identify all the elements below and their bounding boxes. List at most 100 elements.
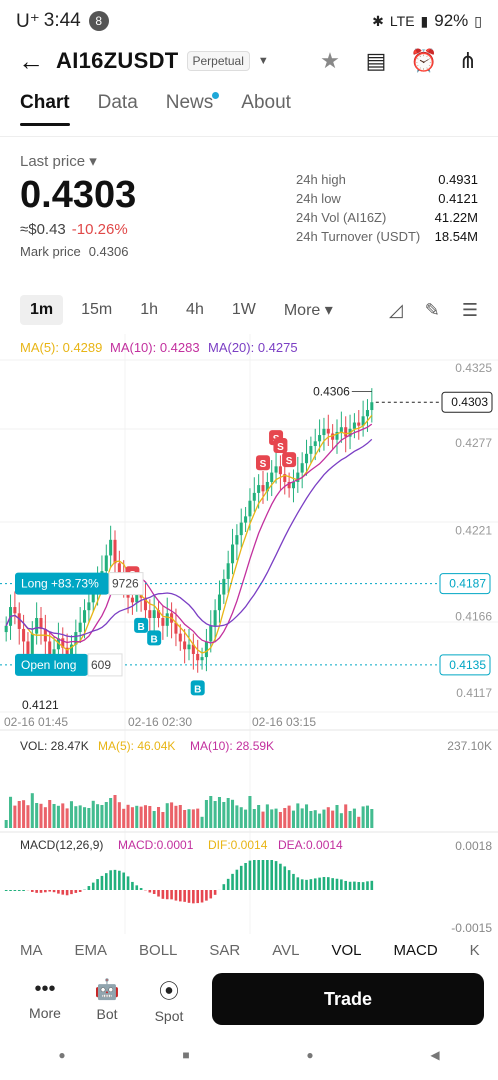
candle-body: [244, 516, 248, 523]
volume-bar: [296, 803, 300, 828]
last-price-tag: [441, 391, 493, 413]
vol-ma10-legend: MA(10): 28.59K: [190, 739, 274, 753]
nav-more[interactable]: ••• More: [14, 978, 76, 1021]
candle-body: [335, 431, 339, 440]
interval-4h[interactable]: 4h: [186, 301, 204, 318]
volume-bar: [300, 808, 304, 828]
macd-name: MACD(12,26,9): [20, 838, 103, 852]
last-price-line: 0.4306 0.4121 0.4303: [22, 385, 493, 712]
trade-button[interactable]: Trade: [212, 973, 484, 1025]
battery-level: 92%: [434, 11, 469, 30]
interval-1w[interactable]: 1W: [231, 301, 256, 318]
nav-spot[interactable]: ⦿ Spot: [138, 975, 200, 1024]
macd-bar: [340, 879, 343, 890]
volume-bar: [309, 811, 313, 828]
macd-bar: [78, 890, 82, 892]
macd-bar: [305, 879, 308, 890]
candle-body: [222, 578, 226, 595]
drawing-tool-icon[interactable]: ✎: [424, 299, 440, 320]
indicator-k[interactable]: K: [469, 942, 480, 959]
macd-bar: [113, 869, 117, 890]
macd-bar: [244, 863, 247, 890]
time-axis-label: 02-16 01:45: [4, 715, 68, 729]
volume-bar: [305, 804, 309, 828]
position-overlays[interactable]: Long +83.73% 9726 Open long 609: [0, 572, 440, 677]
share-icon[interactable]: ⋔: [458, 48, 478, 73]
indicator-sar[interactable]: SAR: [209, 942, 241, 959]
price-axis-label: 0.4117: [456, 686, 492, 700]
macd-bar: [100, 875, 104, 890]
indicator-macd[interactable]: MACD: [393, 942, 438, 959]
indicator-vol[interactable]: VOL: [331, 942, 362, 959]
network-label: LTE: [389, 13, 415, 29]
candle-body: [104, 555, 108, 572]
last-price-label[interactable]: Last price ▾: [20, 153, 97, 170]
indicator-avl[interactable]: AVL: [272, 942, 300, 959]
price-axis-label: 0.4325: [455, 361, 492, 375]
stat-row: 24h Vol (AI16Z) 41.22M: [296, 210, 478, 229]
tab-about[interactable]: About: [241, 92, 291, 113]
volume-bar: [204, 800, 208, 828]
nav-bot[interactable]: 🤖 Bot: [76, 977, 138, 1022]
chart-area[interactable]: MA(5): 0.4289 MA(10): 0.4283 MA(20): 0.4…: [0, 334, 498, 935]
candle-body: [74, 632, 78, 645]
interval-15m[interactable]: 15m: [81, 301, 113, 318]
candle-body: [291, 481, 295, 489]
home-icon[interactable]: ●: [306, 1048, 314, 1062]
tab-data[interactable]: Data: [97, 92, 138, 113]
price-axis-label: 0.4277: [455, 436, 492, 450]
volume-bar: [178, 805, 182, 828]
candle-body: [352, 422, 356, 429]
candle-body: [361, 416, 365, 426]
macd-bar: [183, 890, 186, 902]
back-arrow-icon[interactable]: ←: [18, 45, 44, 76]
signal-label: B: [151, 634, 158, 645]
volume-bar: [22, 800, 26, 828]
stat-row: 24h low 0.4121: [296, 191, 478, 210]
volume-bar: [339, 813, 343, 828]
price-usd: ≈$0.43: [20, 221, 66, 238]
symbol-title[interactable]: AI16ZUSDT: [56, 48, 179, 73]
time-axis: 02-16 01:45 02-16 02:30 02-16 03:15: [4, 715, 316, 729]
back-nav-icon[interactable]: ◀: [430, 1048, 440, 1062]
favorite-star-icon[interactable]: ★: [320, 48, 340, 73]
signal-label: S: [260, 459, 267, 470]
divider: [0, 136, 498, 137]
ma5-legend: MA(5): 0.4289: [20, 340, 102, 355]
macd-bar: [87, 886, 91, 890]
candle-body: [283, 474, 287, 482]
volume-bar: [318, 813, 322, 828]
macd-bar: [357, 882, 361, 890]
price-alert-icon[interactable]: ⏰: [410, 48, 438, 73]
volume-bar: [344, 804, 348, 828]
open-long-label: Open long: [21, 658, 76, 672]
nav-dot-icon[interactable]: ●: [58, 1048, 66, 1062]
sell-signal: [282, 452, 297, 468]
macd-bar: [200, 890, 204, 903]
candle-body: [265, 481, 269, 492]
interval-1m[interactable]: 1m: [20, 295, 64, 325]
recents-icon[interactable]: ■: [182, 1048, 190, 1062]
tab-news[interactable]: News: [166, 92, 220, 122]
macd-bar: [135, 885, 139, 890]
macd-bar: [170, 890, 173, 900]
candle-body: [365, 410, 369, 417]
kline-chart[interactable]: MA(5): 0.4289 MA(10): 0.4283 MA(20): 0.4…: [0, 334, 498, 935]
candle-body: [261, 485, 265, 492]
candle-body: [143, 597, 147, 611]
chart-type-icon[interactable]: ◿: [388, 299, 403, 320]
volume-bar: [48, 800, 52, 828]
interval-more[interactable]: More ▾: [283, 302, 333, 319]
interval-1h[interactable]: 1h: [140, 301, 159, 318]
indicator-ema[interactable]: EMA: [74, 942, 108, 959]
chart-settings-icon[interactable]: ☰: [461, 299, 478, 320]
indicator-ma[interactable]: MA: [20, 942, 43, 959]
volume-bar: [357, 816, 361, 828]
candle-body: [52, 649, 56, 658]
tab-chart[interactable]: Chart: [20, 92, 70, 126]
dea-value: DEA:0.0014: [278, 838, 343, 852]
symbol-dropdown-icon[interactable]: ▼: [257, 55, 269, 67]
volume-bar: [139, 806, 143, 828]
notebook-icon[interactable]: ▤: [365, 48, 387, 73]
indicator-boll[interactable]: BOLL: [139, 942, 178, 959]
